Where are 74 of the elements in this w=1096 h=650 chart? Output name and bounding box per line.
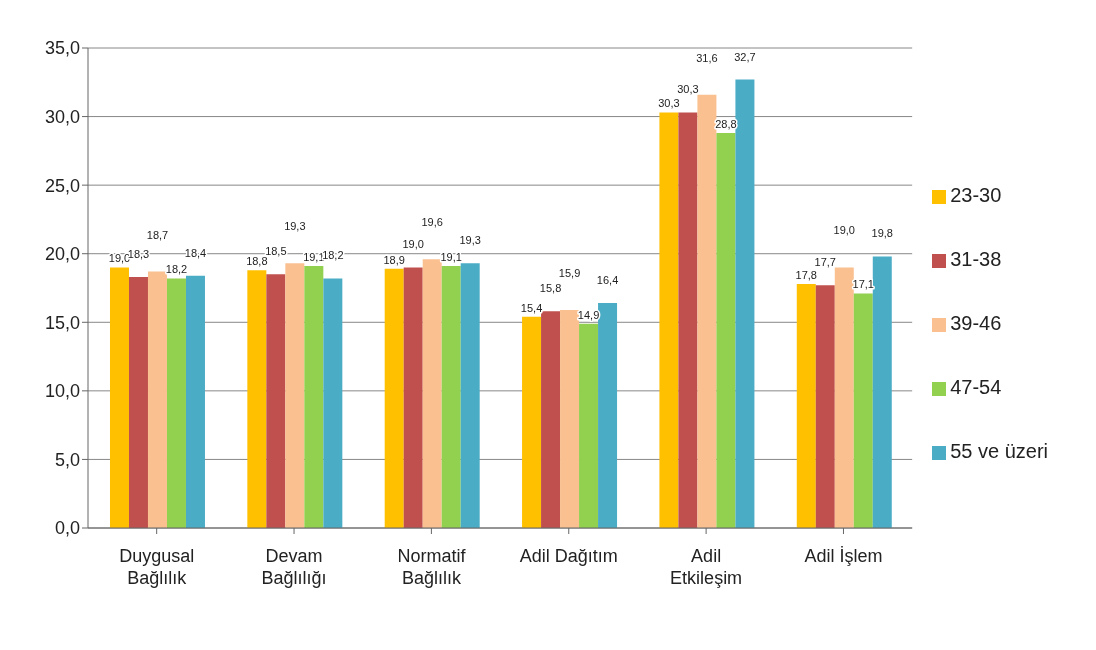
data-label: 18,7: [146, 228, 169, 241]
x-tick-label: Adil İşlem: [804, 546, 883, 566]
y-tick-label: 10,0: [44, 381, 80, 402]
y-tick-label: 15,0: [44, 312, 80, 333]
bar: [128, 277, 148, 528]
bar: [285, 263, 305, 528]
bar: [323, 278, 343, 528]
bar: [304, 266, 324, 528]
bar: [598, 303, 618, 528]
bar: [266, 274, 286, 528]
data-label: 18,9: [383, 253, 405, 266]
bar: [147, 271, 167, 528]
y-tick-label: 35,0: [44, 38, 80, 59]
bar: [815, 285, 835, 528]
bar: [541, 311, 561, 528]
bar: [872, 256, 892, 528]
legend-label: 23-30: [950, 184, 1002, 206]
legend-label: 31-38: [950, 248, 1002, 270]
data-label: 17,7: [814, 256, 836, 269]
bar: [659, 112, 679, 528]
x-tick-label: Adil Dağıtım: [519, 546, 618, 566]
bar: [247, 270, 267, 528]
bar: [185, 275, 205, 528]
data-label: 18,4: [184, 246, 207, 259]
bar: [460, 263, 480, 528]
x-tick-label: Normatif Bağlılık: [397, 546, 467, 588]
bar: [109, 267, 129, 528]
data-label: 18,2: [165, 263, 188, 276]
data-label: 16,4: [596, 274, 619, 287]
data-label: 18,5: [265, 245, 287, 258]
x-tick-label: Devam Bağlılığı: [261, 546, 327, 588]
bar: [678, 112, 698, 528]
data-label: 30,3: [658, 97, 680, 110]
x-tick-label: Duygusal Bağlılık: [119, 546, 195, 588]
bar: [834, 267, 854, 528]
data-label: 28,8: [715, 118, 737, 131]
bar: [422, 259, 442, 528]
bar: [697, 94, 717, 528]
data-label: 19,0: [833, 224, 855, 237]
data-label: 15,4: [520, 301, 543, 314]
bar: [796, 283, 816, 528]
bar: [579, 323, 599, 528]
data-label: 32,7: [734, 50, 756, 63]
bar: [166, 278, 186, 528]
data-label: 18,8: [246, 255, 268, 268]
y-tick-label: 30,0: [44, 106, 80, 127]
y-tick-label: 0,0: [54, 518, 80, 539]
data-label: 19,1: [440, 251, 462, 264]
data-label: 19,0: [402, 238, 424, 251]
y-tick-label: 20,0: [44, 244, 80, 265]
data-label: 15,9: [558, 266, 581, 279]
bar: [560, 309, 580, 528]
data-label: 19,3: [284, 220, 306, 233]
data-label: 31,6: [696, 51, 718, 64]
data-label: 30,3: [677, 83, 699, 96]
y-tick-label: 5,0: [54, 449, 80, 470]
bar: [522, 316, 542, 528]
bar: [384, 268, 404, 528]
legend-label: 39-46: [950, 312, 1002, 334]
bar: [441, 266, 461, 528]
data-label: 19,3: [459, 234, 481, 247]
bar: [716, 133, 736, 528]
bar: [853, 293, 873, 528]
data-label: 19,6: [421, 216, 443, 229]
data-label: 15,8: [539, 282, 562, 295]
legend-label: 55 ve üzeri: [950, 440, 1048, 462]
legend-label: 47-54: [950, 376, 1002, 398]
bar: [735, 79, 755, 528]
bar: [403, 267, 423, 528]
data-label: 17,8: [795, 268, 817, 281]
data-label: 18,2: [322, 249, 344, 262]
x-tick-label: Adil Etkileşim: [670, 546, 743, 588]
data-label: 19,8: [871, 227, 893, 240]
y-tick-label: 25,0: [44, 175, 80, 196]
